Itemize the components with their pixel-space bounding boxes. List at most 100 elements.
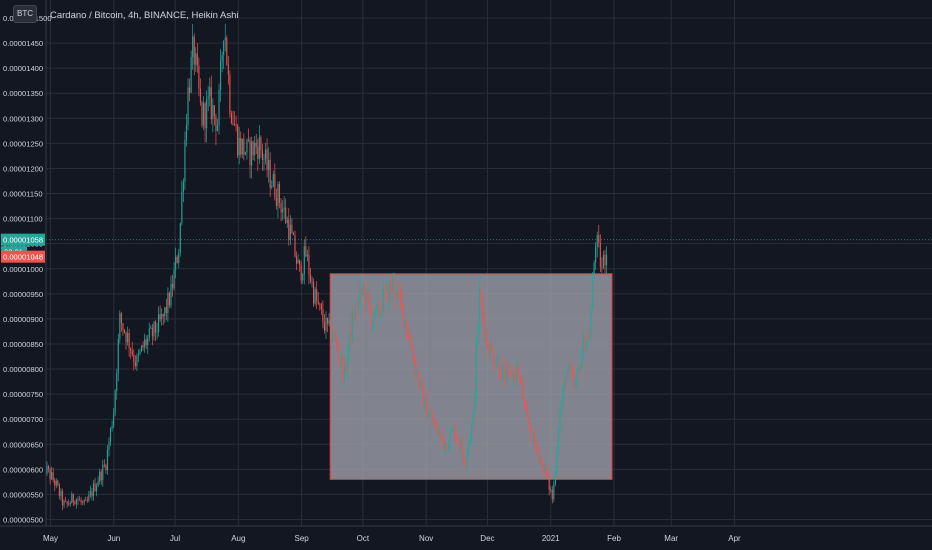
- candle-body: [255, 142, 257, 147]
- candle-body: [537, 450, 539, 461]
- candle-body: [416, 372, 418, 375]
- candle-body: [209, 87, 211, 97]
- candle-body: [264, 149, 267, 160]
- candle-body: [481, 301, 484, 316]
- x-tick-label: Mar: [664, 534, 678, 543]
- candle-body: [226, 37, 228, 65]
- candle-body: [289, 224, 291, 240]
- candle-body: [269, 160, 271, 188]
- candle-body: [282, 209, 284, 213]
- x-tick-label: 2021: [542, 534, 560, 543]
- candle-body: [100, 471, 102, 481]
- candle-body: [243, 138, 245, 155]
- candle-body: [182, 181, 184, 192]
- candle-body: [516, 366, 518, 380]
- candle-body: [483, 315, 485, 335]
- candle-body: [336, 339, 338, 349]
- candle-body: [602, 254, 604, 268]
- symbol-chip[interactable]: BTC: [13, 5, 37, 23]
- candle-body: [419, 380, 422, 386]
- candle-body: [495, 365, 498, 367]
- candle-body: [72, 494, 74, 502]
- candle-body: [376, 304, 378, 310]
- candle-body: [275, 198, 277, 206]
- candle-body: [440, 432, 442, 435]
- candle-body: [252, 141, 254, 156]
- candle-body: [599, 242, 601, 268]
- price-tag: [1, 233, 45, 246]
- candle-body: [206, 98, 208, 129]
- candle-body: [202, 103, 205, 126]
- candle-body: [449, 432, 451, 446]
- candle-body: [305, 246, 307, 257]
- candle-body: [511, 370, 513, 380]
- candle-body: [415, 360, 417, 375]
- candle-body: [430, 413, 432, 416]
- candle-body: [199, 88, 201, 102]
- candle-body: [88, 494, 90, 501]
- candle-body: [120, 313, 122, 323]
- candle-body: [227, 64, 229, 75]
- candle-body: [145, 339, 147, 346]
- chart-title: Cardano / Bitcoin, 4h, BINANCE, Heikin A…: [50, 10, 239, 21]
- y-tick-label: 0.00000900: [3, 315, 43, 324]
- candle-body: [46, 466, 48, 474]
- candle-body: [154, 321, 157, 333]
- x-tick-label: Aug: [231, 534, 245, 543]
- candle-body: [331, 339, 333, 341]
- candle-body: [300, 265, 302, 281]
- candle-body: [512, 372, 515, 380]
- candle-body: [429, 413, 431, 416]
- candle-body: [534, 433, 536, 446]
- candle-body: [379, 309, 381, 315]
- candle-body: [525, 403, 527, 410]
- candle-body: [542, 459, 544, 473]
- y-tick-label: 0.00001450: [3, 39, 43, 48]
- candle-body: [195, 53, 197, 65]
- candle-body: [258, 137, 260, 159]
- candle-body: [308, 254, 310, 275]
- candle-body: [167, 292, 169, 313]
- candle-body: [508, 369, 510, 371]
- candle-body: [464, 461, 467, 464]
- candle-body: [354, 306, 356, 321]
- candle-body: [295, 256, 298, 264]
- candle-body: [187, 87, 189, 126]
- candle-body: [105, 465, 107, 471]
- candle-body: [348, 333, 350, 353]
- candle-body: [539, 458, 541, 461]
- candle-body: [342, 357, 344, 379]
- candle-body: [216, 125, 219, 131]
- candle-body: [314, 289, 316, 304]
- candle-body: [592, 279, 594, 310]
- candle-body: [274, 174, 276, 199]
- candle-body: [477, 325, 479, 345]
- candle-body: [406, 319, 408, 333]
- candle-body: [427, 415, 429, 418]
- candle-body: [359, 287, 361, 299]
- candle-body: [201, 101, 203, 126]
- candle-body: [585, 341, 587, 353]
- candle-body: [353, 312, 355, 321]
- y-tick-label: 0.00000950: [3, 290, 43, 299]
- candle-body: [398, 289, 400, 291]
- candle-body: [574, 383, 577, 386]
- candle-body: [51, 472, 53, 480]
- candle-body: [173, 269, 175, 289]
- candle-body: [340, 357, 343, 362]
- candle-body: [509, 370, 511, 371]
- candle-body: [441, 434, 443, 440]
- candle-body: [551, 489, 553, 499]
- candle-body: [433, 422, 436, 423]
- candle-body: [598, 235, 600, 243]
- candle-body: [158, 314, 160, 332]
- candle-body: [123, 329, 126, 333]
- candle-body: [517, 366, 519, 374]
- candle-body: [365, 290, 367, 304]
- candle-body: [531, 434, 533, 444]
- candle-body: [153, 321, 155, 337]
- candle-body: [384, 289, 386, 291]
- candle-body: [576, 371, 578, 384]
- candle-body: [292, 233, 294, 236]
- candle-body: [567, 370, 569, 382]
